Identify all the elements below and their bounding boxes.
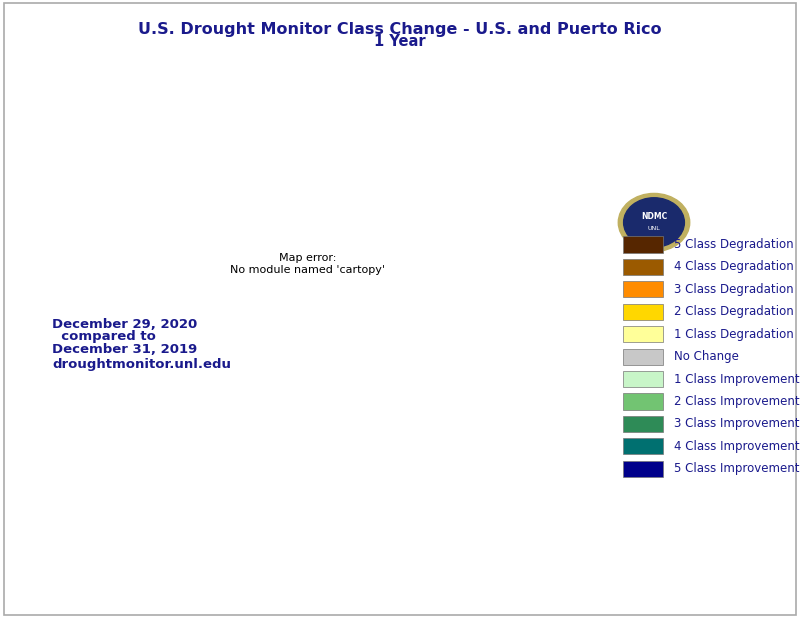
Text: 1 Year: 1 Year <box>374 34 426 49</box>
Text: 2 Class Improvement: 2 Class Improvement <box>674 395 799 408</box>
Bar <box>623 237 663 253</box>
Text: 2 Class Degradation: 2 Class Degradation <box>674 305 794 318</box>
Circle shape <box>618 193 690 252</box>
Text: 4 Class Improvement: 4 Class Improvement <box>674 440 799 453</box>
Bar <box>623 438 663 454</box>
Text: NDMC: NDMC <box>641 212 667 221</box>
Bar <box>623 394 663 410</box>
Text: 5 Class Degradation: 5 Class Degradation <box>674 238 794 251</box>
Text: 1 Class Degradation: 1 Class Degradation <box>674 328 794 341</box>
Bar <box>623 326 663 342</box>
Bar <box>623 281 663 297</box>
Text: U.S. Drought Monitor Class Change - U.S. and Puerto Rico: U.S. Drought Monitor Class Change - U.S.… <box>138 22 662 36</box>
Text: compared to: compared to <box>52 330 156 344</box>
Text: December 31, 2019: December 31, 2019 <box>52 342 198 356</box>
Bar <box>623 349 663 365</box>
Text: Map error:
No module named 'cartopy': Map error: No module named 'cartopy' <box>230 253 385 275</box>
Text: 3 Class Degradation: 3 Class Degradation <box>674 283 794 296</box>
Bar <box>623 460 663 477</box>
Circle shape <box>624 198 685 247</box>
Text: No Change: No Change <box>674 350 738 363</box>
Text: 5 Class Improvement: 5 Class Improvement <box>674 462 799 475</box>
Text: 4 Class Degradation: 4 Class Degradation <box>674 260 794 274</box>
Text: 3 Class Improvement: 3 Class Improvement <box>674 417 799 430</box>
Text: UNL: UNL <box>648 226 660 231</box>
Bar <box>623 371 663 387</box>
Text: 1 Class Improvement: 1 Class Improvement <box>674 373 799 386</box>
Bar <box>623 259 663 275</box>
Bar <box>623 416 663 432</box>
Text: December 29, 2020: December 29, 2020 <box>52 318 198 331</box>
Bar <box>623 303 663 320</box>
Text: droughtmonitor.unl.edu: droughtmonitor.unl.edu <box>52 358 231 371</box>
